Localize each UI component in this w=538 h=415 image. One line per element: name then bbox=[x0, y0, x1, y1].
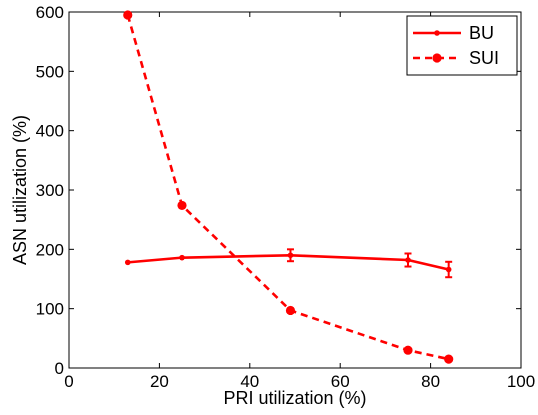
data-point bbox=[287, 252, 294, 259]
data-point bbox=[179, 254, 185, 261]
data-point bbox=[444, 354, 454, 364]
series-bu bbox=[124, 248, 453, 279]
x-tick-label: 40 bbox=[240, 372, 259, 391]
series-layer bbox=[123, 10, 454, 364]
legend-label: BU bbox=[469, 23, 494, 43]
data-point bbox=[403, 345, 413, 355]
x-axis-title: PRI utilization (%) bbox=[223, 388, 366, 408]
legend-box bbox=[406, 15, 518, 76]
y-axis-title: ASN utilization (%) bbox=[10, 115, 30, 265]
x-tick-label: 100 bbox=[507, 372, 535, 391]
series-sui bbox=[123, 10, 454, 364]
data-point bbox=[285, 305, 296, 316]
y-tick-label: 500 bbox=[36, 62, 64, 81]
y-tick-label: 600 bbox=[36, 3, 64, 22]
x-tick-label: 0 bbox=[64, 372, 73, 391]
legend-marker bbox=[432, 53, 442, 63]
data-point bbox=[445, 266, 452, 273]
x-tick-label: 60 bbox=[331, 372, 350, 391]
y-tick-label: 300 bbox=[36, 181, 64, 200]
y-tick-label: 0 bbox=[55, 359, 64, 378]
data-point bbox=[177, 200, 187, 211]
y-tick-label: 400 bbox=[36, 122, 64, 141]
legend: BU SUI bbox=[406, 15, 518, 76]
legend-marker bbox=[434, 30, 440, 36]
x-tick-label: 20 bbox=[150, 372, 169, 391]
y-tick-label: 100 bbox=[36, 300, 64, 319]
data-point bbox=[124, 259, 131, 266]
data-point bbox=[123, 10, 133, 20]
y-tick-label: 200 bbox=[36, 240, 64, 259]
data-point bbox=[405, 257, 411, 263]
x-tick-label: 80 bbox=[421, 372, 440, 391]
legend-label: SUI bbox=[469, 48, 499, 68]
axis-ticks: 0 20 40 60 80 100 0 100 200 300 400 500 600 bbox=[36, 3, 536, 391]
